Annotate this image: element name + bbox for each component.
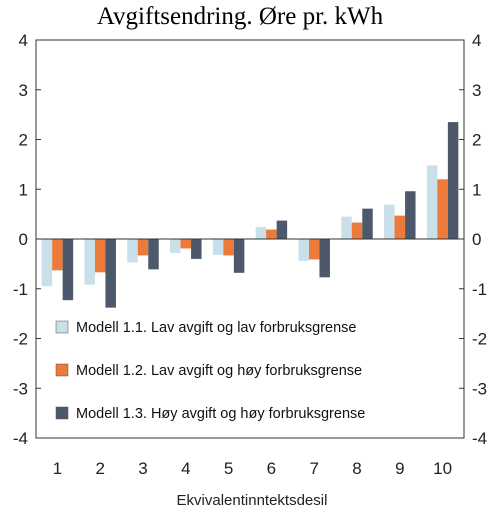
x-tick-label: 9 <box>395 459 404 478</box>
bar-s1-c6 <box>255 227 267 239</box>
x-tick-label: 3 <box>138 459 147 478</box>
bar-s2-c10 <box>437 179 448 239</box>
x-axis-label: Ekvivalentinntektsdesil <box>177 492 328 509</box>
ticks-group: -4 -4 -3 -3 -2 -2 -1 -1 0 0 1 1 2 2 3 3 4 4 1 2 3 4 5 6 7 8 9 10 <box>13 31 487 478</box>
bar-s2-c9 <box>394 215 406 239</box>
bar-s1-c9 <box>384 204 395 239</box>
x-tick-label: 2 <box>95 459 104 478</box>
y-tick-label-right: 3 <box>472 81 481 100</box>
bar-s1-c1 <box>41 239 53 287</box>
bar-s3-c10 <box>447 122 459 239</box>
bars-group <box>41 122 459 308</box>
legend-swatch-s1 <box>55 320 69 334</box>
bar-s1-c4 <box>170 239 181 253</box>
bar-s3-c4 <box>191 239 202 259</box>
bar-s2-c3 <box>137 239 149 256</box>
y-tick-label-left: 4 <box>19 31 28 50</box>
legend-label-s2: Modell 1.2. Lav avgift og høy forbruksgr… <box>76 363 362 379</box>
axes-group <box>35 39 465 439</box>
y-tick-label-right: -2 <box>472 330 487 349</box>
y-tick-label-right: -3 <box>472 379 487 398</box>
legend-label-s3: Modell 1.3. Høy avgift og høy forbruksgr… <box>76 406 365 422</box>
y-tick-label-left: 0 <box>19 230 28 249</box>
bar-s3-c6 <box>276 220 288 239</box>
bar-s2-c4 <box>180 239 192 249</box>
x-tick-label: 4 <box>181 459 190 478</box>
x-tick-label: 8 <box>352 459 361 478</box>
bar-s1-c8 <box>341 216 352 239</box>
x-tick-label: 1 <box>53 459 62 478</box>
x-tick-label: 5 <box>224 459 233 478</box>
x-tick-label: 6 <box>267 459 276 478</box>
y-tick-label-right: 4 <box>472 31 481 50</box>
bar-s2-c7 <box>308 239 320 260</box>
legend-swatch-s3 <box>55 406 69 420</box>
y-tick-label-left: -1 <box>13 280 28 299</box>
bar-s3-c5 <box>233 239 245 273</box>
y-tick-label-left: -2 <box>13 330 28 349</box>
bar-s2-c2 <box>94 239 106 273</box>
bar-s1-c5 <box>212 239 224 255</box>
bar-s1-c7 <box>298 239 309 261</box>
y-tick-label-left: -4 <box>13 429 28 448</box>
y-tick-label-right: -1 <box>472 280 487 299</box>
y-tick-label-left: 1 <box>19 180 28 199</box>
legend-swatch-s2 <box>55 363 69 377</box>
x-tick-label: 7 <box>309 459 318 478</box>
x-tick-label: 10 <box>433 459 452 478</box>
bar-s3-c8 <box>362 208 373 239</box>
bar-s2-c6 <box>266 229 277 239</box>
y-tick-label-right: -4 <box>472 429 487 448</box>
bar-s1-c10 <box>426 165 438 239</box>
y-tick-label-right: 1 <box>472 180 481 199</box>
legend: Modell 1.1. Lav avgift og lav forbruksgr… <box>55 320 365 422</box>
y-tick-label-left: 2 <box>19 131 28 150</box>
bar-s2-c5 <box>223 239 234 256</box>
chart-title: Avgiftsendring. Øre pr. kWh <box>97 3 384 30</box>
y-tick-label-left: -3 <box>13 379 28 398</box>
y-tick-label-right: 0 <box>472 230 481 249</box>
bar-s3-c1 <box>62 239 74 301</box>
legend-label-s1: Modell 1.1. Lav avgift og lav forbruksgr… <box>76 320 356 336</box>
bar-s3-c2 <box>105 239 116 308</box>
bar-s2-c8 <box>351 222 363 239</box>
y-tick-label-left: 3 <box>19 81 28 100</box>
bar-s3-c3 <box>148 239 159 270</box>
bar-s1-c2 <box>84 239 95 285</box>
bar-s2-c1 <box>52 239 63 271</box>
y-tick-label-right: 2 <box>472 131 481 150</box>
bar-s3-c7 <box>319 239 330 278</box>
bar-s3-c9 <box>405 191 416 239</box>
bar-s1-c3 <box>127 239 138 263</box>
